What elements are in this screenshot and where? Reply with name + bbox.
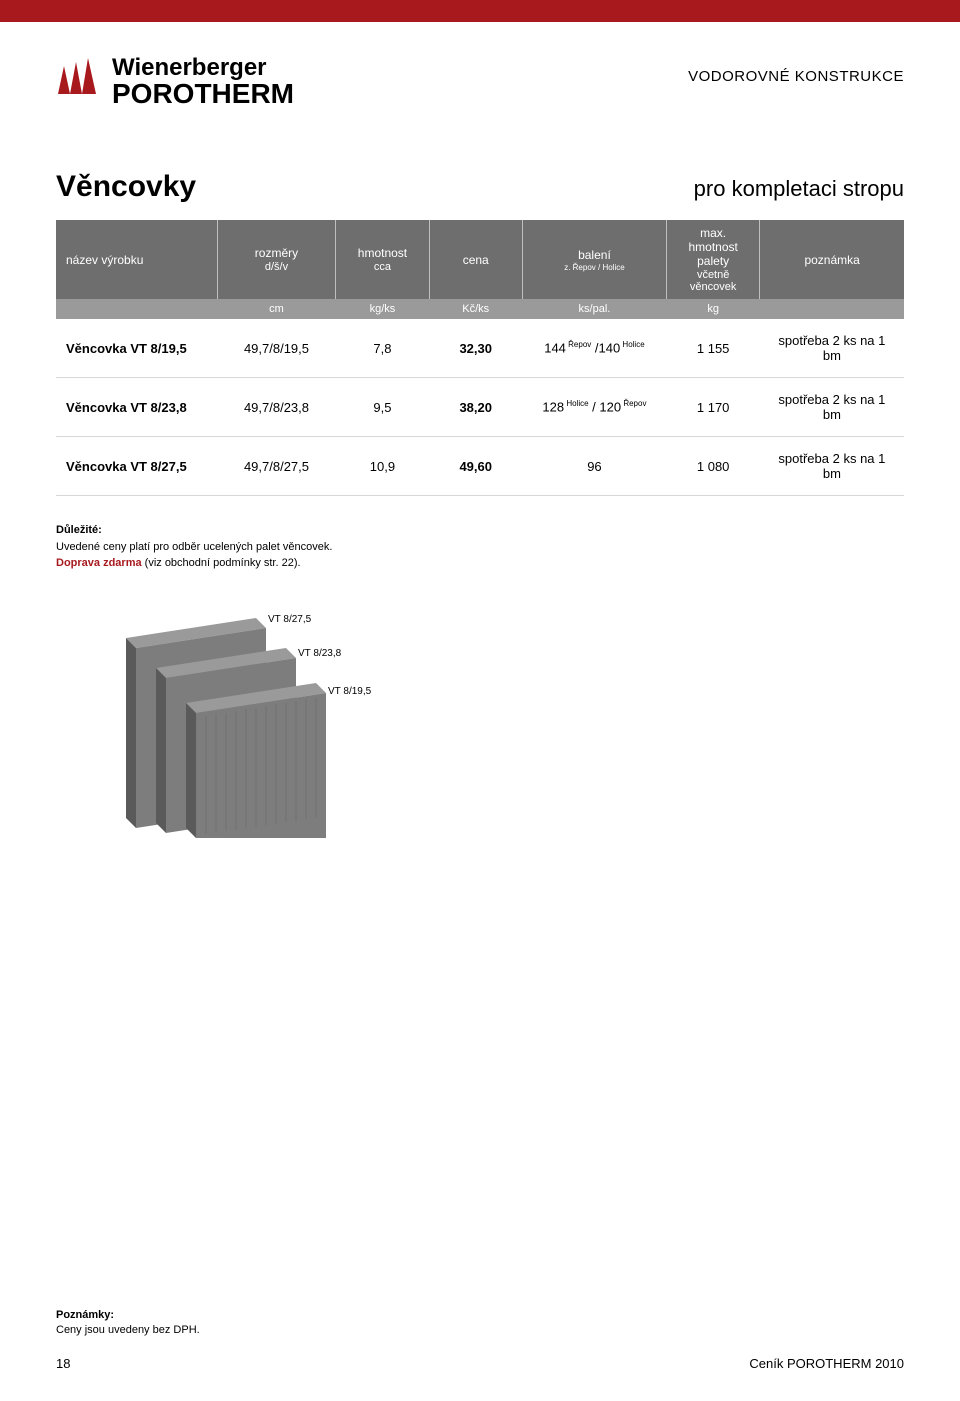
top-red-bar (0, 0, 960, 22)
important-label: Důležité: (56, 522, 904, 539)
th2-price: Kč/ks (429, 299, 522, 319)
th2-pack: ks/pal. (522, 299, 666, 319)
th2-name (56, 299, 217, 319)
table-row: Věncovka VT 8/27,549,7/8/27,510,949,6096… (56, 437, 904, 496)
th-pack: baleníz. Řepov / Holice (522, 220, 666, 299)
th-dim: rozměryd/š/v (217, 220, 336, 299)
brick-label-a: VT 8/27,5 (268, 614, 311, 625)
product-image: VT 8/27,5 VT 8/23,8 VT 8/19,5 (96, 608, 416, 868)
page-content: Wienerberger POROTHERM VODOROVNÉ KONSTRU… (0, 22, 960, 1401)
th-dim-s: d/š/v (228, 261, 326, 273)
cell-note: spotřeba 2 ks na 1 bm (760, 437, 904, 496)
category-title: VODOROVNÉ KONSTRUKCE (688, 68, 904, 85)
cell-weight: 10,9 (336, 437, 429, 496)
title-row: Věncovky pro kompletaci stropu (56, 170, 904, 204)
title-left: Věncovky (56, 170, 196, 204)
th-max-s: včetně věncovek (677, 269, 749, 293)
important-line2a: Doprava zdarma (56, 557, 142, 569)
th2-note (760, 299, 904, 319)
cell-name: Věncovka VT 8/23,8 (56, 378, 217, 437)
cell-pack: 128 Holice / 120 Řepov (522, 378, 666, 437)
title-right: pro kompletaci stropu (694, 176, 904, 202)
cell-dim: 49,7/8/19,5 (217, 319, 336, 378)
brick-label-c: VT 8/19,5 (328, 686, 371, 697)
th2-dim: cm (217, 299, 336, 319)
header-row: Wienerberger POROTHERM VODOROVNÉ KONSTRU… (56, 54, 904, 110)
footer-row: Poznámky: Ceny jsou uvedeny bez DPH. 18 … (56, 1308, 904, 1382)
logo-icon (56, 54, 102, 100)
th-weight-t: hmotnost (358, 246, 407, 260)
cell-pack: 144 Řepov /140 Holice (522, 319, 666, 378)
cell-name: Věncovka VT 8/19,5 (56, 319, 217, 378)
table-row: Věncovka VT 8/19,549,7/8/19,57,832,30144… (56, 319, 904, 378)
footer-note-text: Ceny jsou uvedeny bez DPH. (56, 1324, 200, 1336)
th2-max: kg (667, 299, 760, 319)
important-block: Důležité: Uvedené ceny platí pro odběr u… (56, 522, 904, 572)
brick-illustration (96, 608, 396, 848)
cell-weight: 9,5 (336, 378, 429, 437)
brand-line2: POROTHERM (112, 78, 294, 110)
page-number: 18 (56, 1356, 200, 1371)
footer-right: Ceník POROTHERM 2010 (749, 1356, 904, 1371)
cell-note: spotřeba 2 ks na 1 bm (760, 319, 904, 378)
cell-max: 1 080 (667, 437, 760, 496)
important-line2: Doprava zdarma (viz obchodní podmínky st… (56, 555, 904, 572)
logo-text: Wienerberger POROTHERM (112, 54, 294, 110)
th-pack-s: z. Řepov / Holice (533, 263, 656, 272)
table-row: Věncovka VT 8/23,849,7/8/23,89,538,20128… (56, 378, 904, 437)
th2-weight: kg/ks (336, 299, 429, 319)
th-price: cena (429, 220, 522, 299)
cell-name: Věncovka VT 8/27,5 (56, 437, 217, 496)
th-weight-s: cca (346, 261, 418, 273)
cell-price: 38,20 (429, 378, 522, 437)
th-note: poznámka (760, 220, 904, 299)
th-name: název výrobku (56, 220, 217, 299)
cell-max: 1 170 (667, 378, 760, 437)
important-line1: Uvedené ceny platí pro odběr ucelených p… (56, 539, 904, 556)
th-max-t: max. hmotnost palety (688, 226, 737, 268)
th-max: max. hmotnost paletyvčetně věncovek (667, 220, 760, 299)
important-line2b: (viz obchodní podmínky str. 22). (142, 557, 301, 569)
th-dim-t: rozměry (255, 246, 298, 260)
footer-note: Poznámky: Ceny jsou uvedeny bez DPH. (56, 1308, 200, 1339)
cell-pack: 96 (522, 437, 666, 496)
cell-weight: 7,8 (336, 319, 429, 378)
cell-dim: 49,7/8/23,8 (217, 378, 336, 437)
cell-price: 32,30 (429, 319, 522, 378)
cell-max: 1 155 (667, 319, 760, 378)
th-pack-t: balení (578, 248, 611, 262)
cell-dim: 49,7/8/27,5 (217, 437, 336, 496)
logo: Wienerberger POROTHERM (56, 54, 294, 110)
product-table: název výrobku rozměryd/š/v hmotnostcca c… (56, 220, 904, 496)
brick-label-b: VT 8/23,8 (298, 648, 341, 659)
cell-price: 49,60 (429, 437, 522, 496)
cell-note: spotřeba 2 ks na 1 bm (760, 378, 904, 437)
th-weight: hmotnostcca (336, 220, 429, 299)
footer-note-label: Poznámky: (56, 1309, 114, 1321)
